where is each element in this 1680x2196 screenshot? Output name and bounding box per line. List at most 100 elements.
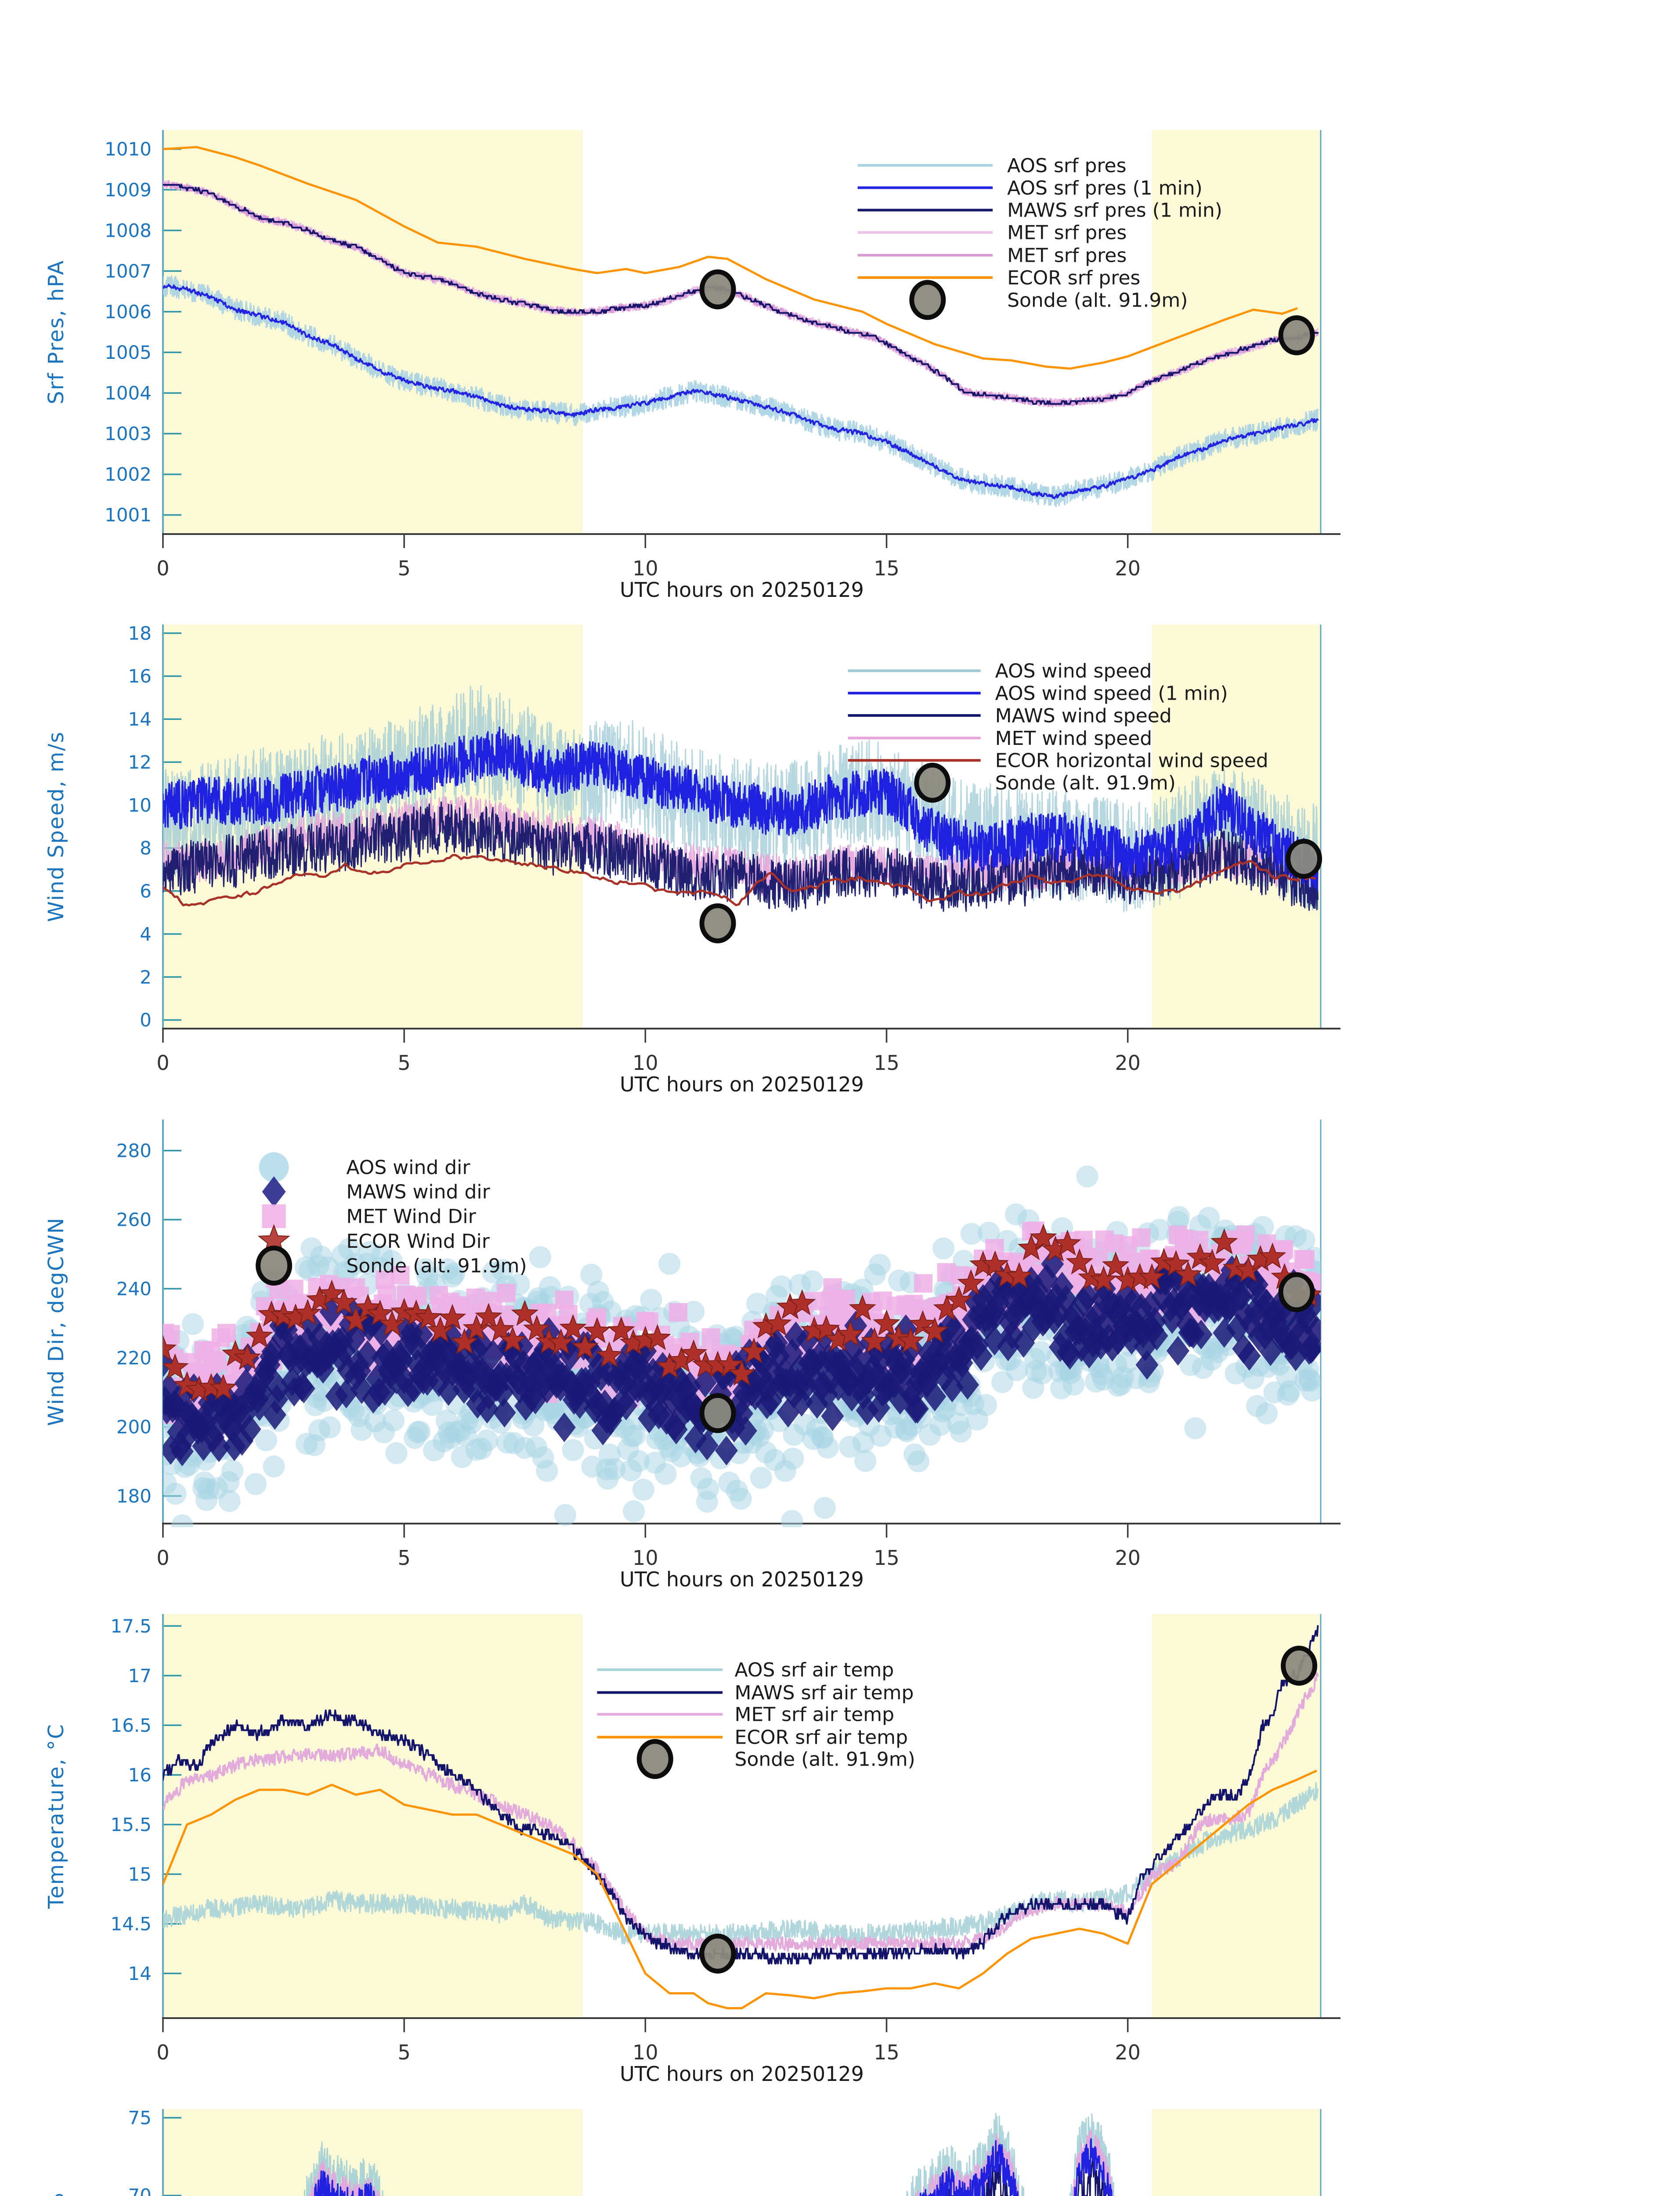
chart-temperature-canvas: 14 14.5 15 15.5 16 16.5 17 17.5 0 5 10 15 20 AOS srf … [110, 1614, 1340, 2064]
legend-label: MAWS srf pres (1 min) [1007, 199, 1222, 222]
y-tick-label: 1008 [105, 220, 152, 241]
x-tick-label: 10 [632, 1546, 658, 1570]
y-tick-label: 10 [128, 795, 152, 816]
y-tick-label: 16 [128, 665, 152, 687]
legend-label: ECOR srf pres [1007, 267, 1140, 289]
legend-label: AOS wind speed [995, 660, 1152, 683]
x-tick-label: 10 [632, 1051, 658, 1075]
plot-bands [163, 2109, 1321, 2196]
y-tick-label: 14 [128, 708, 152, 730]
temperature-series-aos [163, 1782, 1319, 1945]
sonde-markers [699, 838, 1322, 943]
legend-label: MET srf pres [1007, 244, 1127, 267]
relative-humidity-series-aos [303, 2113, 1116, 2196]
y-tick-label: 17.5 [110, 1615, 152, 1637]
y-tick-label: 260 [116, 1209, 152, 1231]
y-tick-label: 6 [140, 881, 152, 902]
series-layer [303, 2113, 1116, 2196]
y-tick-label: 1001 [105, 504, 152, 526]
x-tick-label: 0 [156, 2041, 169, 2064]
axes: 14 14.5 15 15.5 16 16.5 17 17.5 0 5 10 15 20 [110, 1614, 1340, 2064]
temperature-series-met [163, 1672, 1319, 1952]
x-tick-label: 5 [398, 1546, 411, 1570]
legend-label: AOS srf air temp [735, 1659, 894, 1681]
y-tick-label: 12 [128, 751, 152, 773]
legend-label: MET Wind Dir [346, 1206, 476, 1228]
sonde-markers [699, 1272, 1315, 1433]
x-axis-label: UTC hours on 20250129 [620, 578, 864, 602]
legend-label: Sonde (alt. 91.9m) [995, 772, 1176, 795]
plot-bands [163, 1614, 1321, 2018]
chart-srf-pressure: Srf Pres, hPA 1001 1002 1003 1004 1005 1006 10… [0, 130, 1680, 683]
legend-label: ECOR srf air temp [735, 1726, 908, 1749]
wind-direction-series-maws [163, 1249, 1321, 1466]
legend-label: MET wind speed [995, 727, 1153, 750]
y-tick-label: 200 [116, 1416, 152, 1438]
x-tick-label: 10 [632, 2041, 658, 2064]
y-tick-label: 16.5 [110, 1715, 152, 1736]
y-tick-label: 8 [140, 838, 152, 859]
y-tick-label: 1006 [105, 301, 152, 322]
chart-wind-speed-canvas: 0 2 4 6 8 10 12 14 16 18 0 5 10 15 20 AOS wind speedAOS… [128, 625, 1340, 1075]
series-layer [163, 1625, 1319, 2009]
sonde-markers [699, 1646, 1318, 1974]
chart-relative-humidity: Relative Humidity, % 5055606570750510152… [0, 2109, 1680, 2196]
temperature-series-ecor [163, 1770, 1317, 2009]
x-tick-label: 10 [632, 556, 658, 580]
y-tick-label: 280 [116, 1140, 152, 1161]
legend-label: MAWS wind speed [995, 704, 1172, 727]
legend-label: AOS wind dir [346, 1156, 470, 1179]
legend-label: ECOR Wind Dir [346, 1230, 490, 1253]
y-tick-label: 1009 [105, 179, 152, 201]
srf-pressure-series-aos [163, 275, 1319, 507]
srf-pressure-series-ecor [163, 146, 1298, 370]
chart-wind-direction-canvas: 180 200 220 240 260 280 0 5 10 15 20 AOS wind dirMA… [116, 1120, 1340, 1570]
y-tick-label: 1010 [105, 138, 152, 160]
y-tick-label: 240 [116, 1278, 152, 1300]
legend-label: Sonde (alt. 91.9m) [1007, 289, 1188, 311]
srf-pressure-series-aos1 [163, 284, 1319, 499]
legend-label: Sonde (alt. 91.9m) [735, 1748, 915, 1770]
y-tick-label: 15.5 [110, 1814, 152, 1835]
y-tick-label: 180 [116, 1485, 152, 1507]
x-tick-label: 20 [1115, 2041, 1141, 2064]
y-tick-label: 16 [128, 1764, 152, 1786]
y-tick-label: 2 [140, 966, 152, 988]
temperature-series-maws [163, 1625, 1319, 1965]
series-layer [163, 685, 1319, 913]
axes: 0 2 4 6 8 10 12 14 16 18 0 5 10 15 20 [128, 625, 1340, 1075]
y-tick-label: 1004 [105, 383, 152, 404]
x-tick-label: 5 [398, 2041, 411, 2064]
x-tick-label: 5 [398, 1051, 411, 1075]
legend-label: Sonde (alt. 91.9m) [346, 1255, 527, 1277]
x-axis-label: UTC hours on 20250129 [620, 2062, 864, 2086]
wind-speed-series-aos1 [163, 726, 1319, 892]
chart-srf-pressure-canvas: 1001100210031004100510061007100810091010… [105, 130, 1340, 580]
x-tick-label: 20 [1115, 556, 1141, 580]
y-tick-label: 14 [128, 1963, 152, 1984]
y-tick-label: 4 [140, 923, 152, 945]
y-tick-label: 70 [128, 2185, 152, 2196]
x-tick-label: 20 [1115, 1546, 1141, 1570]
series-layer [163, 146, 1319, 507]
legend-label: MET srf pres [1007, 222, 1127, 244]
series-layer [163, 1165, 1321, 1527]
legend-label: AOS srf pres [1007, 155, 1126, 177]
y-tick-label: 75 [128, 2109, 152, 2129]
x-tick-label: 0 [156, 556, 169, 580]
axes: 1001100210031004100510061007100810091010… [105, 130, 1340, 580]
chart-wind-direction: Wind Dir, degCWN 180 200 220 240 260 280 0 5 10 1… [0, 1120, 1680, 1673]
y-tick-label: 18 [128, 625, 152, 644]
y-tick-label: 1007 [105, 260, 152, 282]
chart-wind-speed: Wind Speed, m/s 0 2 4 6 8 10 12 14 16 18 0 5 10 15 20 A… [0, 625, 1680, 1178]
axes: 50556065707505101520 [128, 2109, 1322, 2196]
wind-speed-series-ecor [163, 854, 1316, 907]
legend-label: MAWS wind dir [346, 1181, 490, 1203]
wind-direction-series-ecor [163, 1224, 1321, 1402]
legend-label: ECOR horizontal wind speed [995, 750, 1268, 772]
y-tick-label: 0 [140, 1009, 152, 1031]
